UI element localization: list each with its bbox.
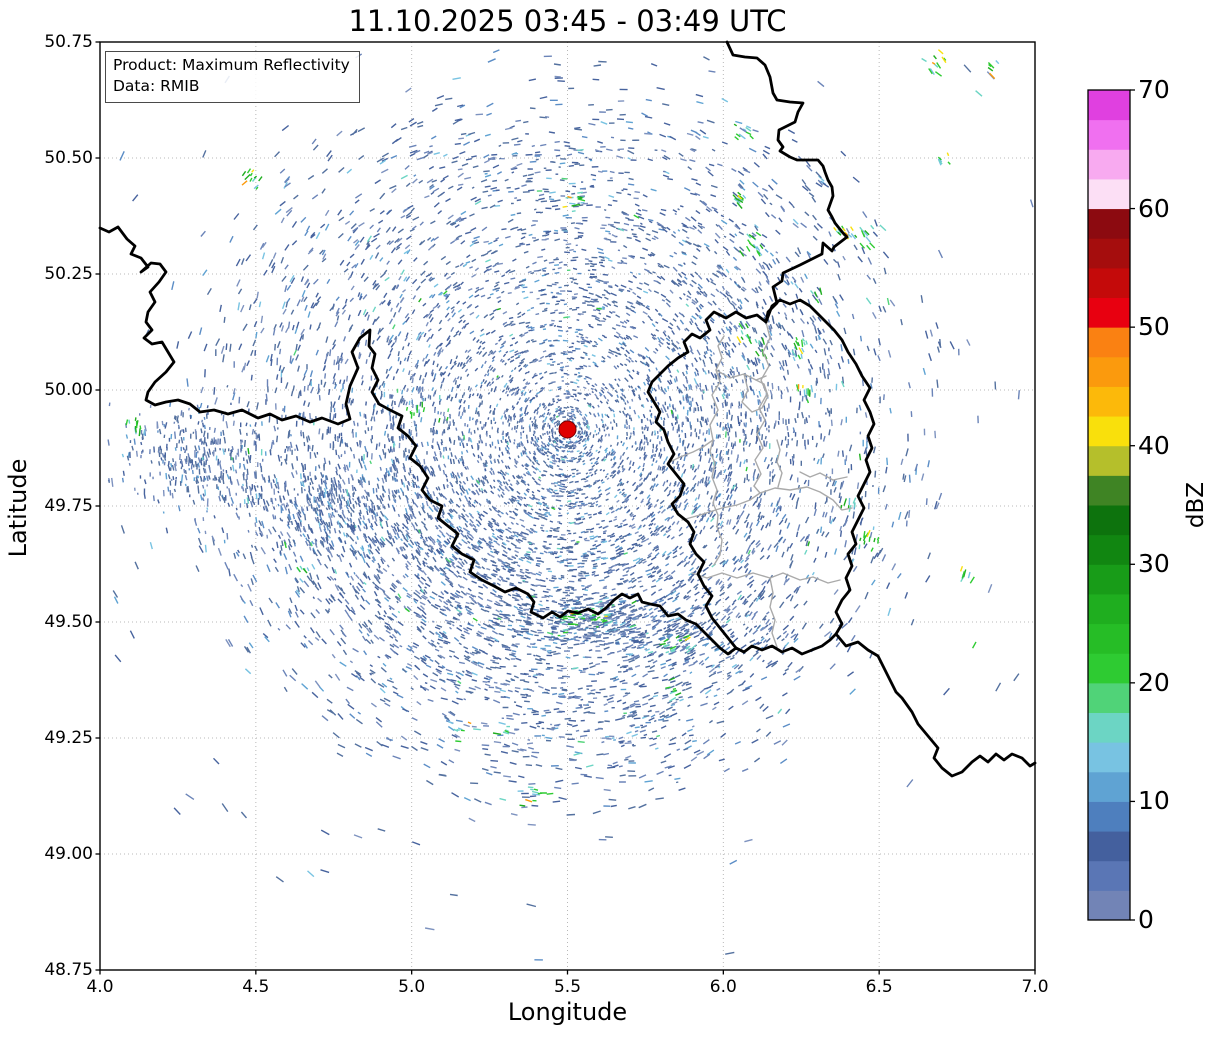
y-tick-label: 50.50 — [44, 148, 93, 168]
radar-echoes — [107, 49, 1034, 961]
colorbar-tick-label: 20 — [1138, 667, 1170, 697]
x-tick-label: 7.0 — [1021, 977, 1049, 997]
y-tick-label: 49.00 — [44, 844, 93, 864]
x-axis-label: Longitude — [507, 998, 628, 1026]
colorbar-tick-label: 50 — [1138, 312, 1170, 342]
x-tick-label: 4.5 — [242, 977, 270, 997]
y-tick-label: 50.25 — [44, 264, 93, 284]
product-info-box: Product: Maximum Reflectivity Data: RMIB — [105, 51, 360, 103]
colorbar-unit-label: dBZ — [1183, 481, 1209, 529]
plot-title: 11.10.2025 03:45 - 03:49 UTC — [348, 4, 787, 38]
y-tick-label: 49.75 — [44, 496, 93, 516]
x-tick-label: 5.0 — [398, 977, 426, 997]
axes-frame — [95, 41, 1036, 975]
y-tick-label: 50.75 — [44, 32, 93, 52]
colorbar-tick-label: 0 — [1138, 905, 1154, 934]
y-tick-label: 50.00 — [44, 380, 93, 400]
region-borders — [669, 321, 853, 648]
y-tick-label: 49.50 — [44, 612, 93, 632]
x-tick-label: 4.0 — [86, 977, 114, 997]
radar-site-marker — [558, 420, 577, 439]
colorbar-tick-label: 40 — [1138, 430, 1170, 460]
product-label: Product: Maximum Reflectivity — [113, 56, 350, 74]
colorbar-tick-label: 60 — [1138, 193, 1170, 223]
x-tick-label: 6.0 — [709, 977, 737, 997]
country-borders — [98, 40, 1037, 778]
y-tick-label: 48.75 — [44, 960, 93, 980]
x-tick-label: 5.5 — [553, 977, 582, 997]
x-tick-label: 6.5 — [865, 977, 893, 997]
colorbar-tick-label: 10 — [1138, 786, 1170, 816]
colorbar-tick-label: 30 — [1138, 549, 1170, 579]
y-tick-label: 49.25 — [44, 728, 93, 748]
colorbar — [1087, 89, 1135, 921]
data-source-label: Data: RMIB — [113, 77, 200, 95]
colorbar-tick-label: 70 — [1138, 75, 1170, 104]
